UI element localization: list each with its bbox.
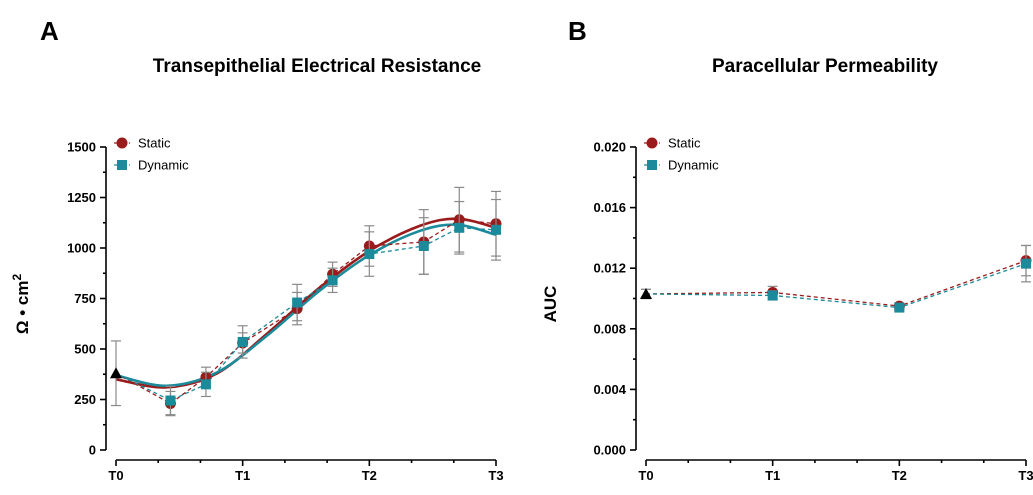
panel-b-xtick-label: T2 [892,468,907,483]
panel-a-point-dynamic [292,297,303,308]
panel-b-letter: B [568,16,587,46]
panel-a-legend-label-dynamic: Dynamic [138,158,189,173]
panel-b-point-dynamic [894,302,905,313]
panel-a-ytick-label: 250 [74,392,96,407]
panel-b-plot: 0.000 0.004 0.008 0.012 0.016 0.020 T0 T1 T2 T3 St… [593,136,1033,484]
panel-a-legend-marker-dynamic [117,160,127,170]
panel-a-ylabel-main: Ω • cm [13,281,32,335]
panel-a-ytick-label: 1250 [67,190,96,205]
panel-a-point-dynamic [418,240,429,251]
panel-b-line-dynamic [645,263,1027,309]
panel-b-point-dynamic [1021,258,1031,269]
panel-a-letter: A [40,16,59,46]
panel-a-point-dynamic [327,275,338,286]
panel-a-title: Transepithelial Electrical Resistance [153,56,481,77]
panel-b-ylabel: AUC [541,286,560,323]
panel-b-title: Paracellular Permeability [712,56,938,77]
panel-a-ylabel: Ω • cm2 [10,274,32,335]
panel-a-point-dynamic [237,336,248,347]
panel-a-line-static [115,219,497,405]
panel-b-xtick-label: T0 [638,468,653,483]
panel-a-point-dynamic [491,224,501,235]
panel-b-legend-marker-static [646,137,658,149]
panel-b-xtick-label: T3 [1018,468,1033,483]
panel-a-ytick-label: 500 [74,342,96,357]
panel-b-legend-label-dynamic: Dynamic [668,158,719,173]
panel-a-legend-label-static: Static [138,136,171,151]
panel-a-point-dynamic [200,379,211,390]
panel-a-xtick-label: T2 [362,468,377,483]
panel-b-baseline-point [640,287,652,299]
panel-a-point-dynamic [165,395,176,406]
panel-b-line-static [645,260,1027,307]
panel-a-ytick-label: 1000 [67,241,96,256]
panel-a-baseline-point [110,367,122,379]
panel-b-xtick-label: T1 [765,468,780,483]
panel-b-legend-label-static: Static [668,136,701,151]
panel-a-xtick-label: T1 [235,468,250,483]
panel-b-legend-marker-dynamic [647,160,657,170]
panel-b-ylabel-text: AUC [541,286,560,323]
svg-text:Ω • cm2: Ω • cm2 [10,274,32,335]
panel-a-fit-dynamic [115,223,497,388]
panel-a-ytick-label: 750 [74,291,96,306]
panel-a-plot: 0 250 500 750 1000 1250 1500 T0 T1 T2 T3 Static Dyna… [67,136,504,484]
panel-a-legend-marker-static [116,137,128,149]
panel-b-ytick-label: 0.008 [593,321,626,336]
panel-b-point-dynamic [767,290,778,301]
panel-b-ytick-label: 0.012 [593,261,626,276]
panel-b-ytick-label: 0.004 [593,382,626,397]
panel-a-point-dynamic [454,222,465,233]
panel-a-line-dynamic [115,227,497,402]
panel-a-ytick-label: 0 [89,443,96,458]
panel-b-ytick-label: 0.016 [593,200,626,215]
panel-b-ytick-label: 0.020 [593,140,626,155]
panel-b-ytick-label: 0.000 [593,443,626,458]
panel-a-point-dynamic [364,249,375,260]
panel-a-ytick-label: 1500 [67,140,96,155]
panel-a-xtick-label: T0 [108,468,123,483]
panel-a-xtick-label: T3 [488,468,503,483]
panel-a-ylabel-sup: 2 [10,274,24,281]
